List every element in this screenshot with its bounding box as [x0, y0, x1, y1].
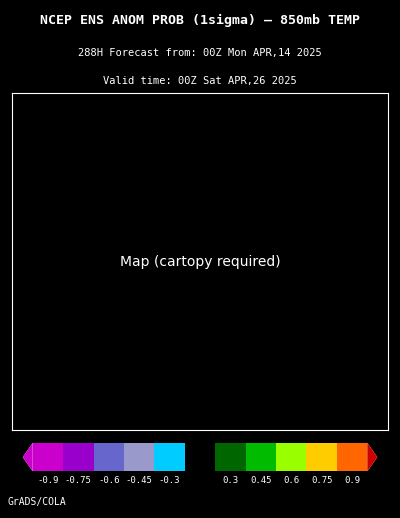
- FancyArrow shape: [23, 443, 33, 471]
- Polygon shape: [23, 443, 377, 471]
- Text: 0.3: 0.3: [222, 476, 238, 485]
- Text: 0.75: 0.75: [311, 476, 332, 485]
- Bar: [63, 443, 94, 471]
- Bar: [185, 443, 215, 471]
- Bar: [215, 443, 246, 471]
- FancyArrow shape: [367, 443, 377, 471]
- Bar: [276, 443, 306, 471]
- Text: 0.9: 0.9: [344, 476, 360, 485]
- Bar: [337, 443, 367, 471]
- Bar: [154, 443, 185, 471]
- Bar: [124, 443, 154, 471]
- Text: -0.9: -0.9: [37, 476, 59, 485]
- Bar: [306, 443, 337, 471]
- Text: Map (cartopy required): Map (cartopy required): [120, 254, 280, 269]
- Text: GrADS/COLA: GrADS/COLA: [8, 497, 67, 508]
- Bar: [246, 443, 276, 471]
- Text: 288H Forecast from: 00Z Mon APR,14 2025: 288H Forecast from: 00Z Mon APR,14 2025: [78, 49, 322, 59]
- Text: -0.45: -0.45: [126, 476, 153, 485]
- Text: Valid time: 00Z Sat APR,26 2025: Valid time: 00Z Sat APR,26 2025: [103, 77, 297, 87]
- Text: -0.75: -0.75: [65, 476, 92, 485]
- Text: -0.6: -0.6: [98, 476, 120, 485]
- Text: 0.6: 0.6: [283, 476, 299, 485]
- Text: -0.3: -0.3: [159, 476, 180, 485]
- Bar: [33, 443, 63, 471]
- Bar: [94, 443, 124, 471]
- Text: 0.45: 0.45: [250, 476, 272, 485]
- Text: NCEP ENS ANOM PROB (1sigma) – 850mb TEMP: NCEP ENS ANOM PROB (1sigma) – 850mb TEMP: [40, 14, 360, 27]
